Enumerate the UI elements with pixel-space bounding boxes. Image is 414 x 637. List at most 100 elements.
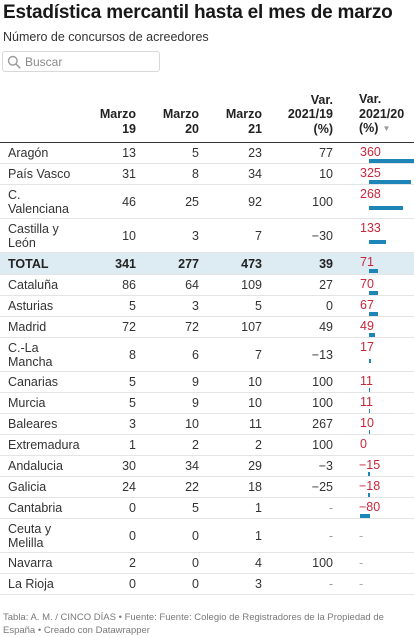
cell-m19: 5 (129, 299, 136, 313)
cell-m21: 23 (248, 146, 262, 160)
column-header[interactable]: Marzo 20 (162, 107, 199, 136)
table-row: Andalucia 30 34 29 −3 −15 (0, 456, 414, 477)
cell-v19: 10 (319, 167, 333, 181)
row-name: Murcia (8, 396, 46, 410)
column-header[interactable]: Marzo 19 (99, 107, 136, 136)
cell-m19: 0 (129, 528, 136, 543)
table-row: C.-La Mancha 8 6 7 −13 17 (0, 338, 414, 372)
bar-cell: 0 (359, 435, 414, 455)
cell-v19: 100 (312, 556, 333, 570)
column-header[interactable]: Var. 2021/20 (%) ▼ (359, 92, 405, 136)
row-name: Galicia (8, 480, 47, 494)
bar (359, 514, 370, 518)
sort-descending-icon[interactable]: ▼ (382, 123, 391, 133)
cell-m21: 18 (248, 480, 262, 494)
table-row: Galicia 24 22 18 −25 −18 (0, 477, 414, 498)
bar-label: −80 (359, 500, 381, 514)
table-row: Cataluña 86 64 109 27 70 (0, 275, 414, 296)
search-input[interactable] (25, 53, 155, 70)
bar-cell: 11 (359, 393, 414, 413)
cell-m20: 72 (185, 320, 199, 334)
chart-subtitle: Número de concursos de acreedores (3, 30, 209, 44)
bar-cell: - (359, 519, 414, 552)
bar-cell: 360 (359, 143, 414, 163)
row-name: Baleares (8, 417, 58, 431)
table-row: Asturias 5 3 5 0 67 (0, 296, 414, 317)
table-row: La Rioja 0 0 3 - - (0, 574, 414, 595)
bar (369, 240, 387, 244)
bar-cell: 268 (359, 185, 414, 218)
cell-m20: 10 (185, 417, 199, 431)
table-row: Aragón 13 5 23 77 360 (0, 143, 414, 164)
search-box[interactable] (2, 51, 160, 72)
cell-m20: 277 (178, 256, 199, 271)
table-row: Madrid 72 72 107 49 49 (0, 317, 414, 338)
bar-cell: 70 (359, 275, 414, 295)
cell-m20: 5 (192, 146, 199, 160)
search-icon (7, 55, 21, 69)
cell-m19: 46 (122, 194, 136, 209)
cell-m19: 2 (129, 556, 136, 570)
bar-label: 17 (360, 340, 374, 354)
cell-v19: 100 (312, 438, 333, 452)
cell-v19: 27 (319, 278, 333, 292)
cell-m19: 8 (129, 347, 136, 362)
table-row: Baleares 3 10 11 267 10 (0, 414, 414, 435)
cell-m19: 0 (129, 501, 136, 515)
row-name: C.-La Mancha (8, 340, 53, 369)
bar-label: 268 (360, 187, 381, 201)
bar (369, 312, 378, 316)
cell-m20: 64 (185, 278, 199, 292)
cell-m20: 3 (192, 299, 199, 313)
cell-m20: 2 (192, 438, 199, 452)
bar (369, 430, 371, 434)
cell-m21: 1 (255, 501, 262, 515)
bar-cell: −18 (359, 477, 414, 497)
bar (369, 206, 404, 210)
cell-m20: 0 (192, 577, 199, 591)
cell-v19: 0 (326, 299, 333, 313)
cell-m19: 3 (129, 417, 136, 431)
row-name: Andalucia (8, 459, 63, 473)
cell-m19: 13 (122, 146, 136, 160)
bar-label: 11 (360, 374, 373, 388)
bar (369, 333, 376, 337)
cell-v19: 49 (319, 320, 333, 334)
bar-cell: - (359, 553, 414, 573)
cell-m21: 3 (255, 577, 262, 591)
cell-m20: 34 (185, 459, 199, 473)
column-header[interactable]: Marzo 21 (225, 107, 262, 136)
cell-m21: 1 (255, 528, 262, 543)
cell-v19: - (328, 577, 333, 591)
cell-m20: 6 (192, 347, 199, 362)
cell-m20: 9 (192, 375, 199, 389)
bar (369, 269, 379, 273)
bar-cell: 133 (359, 219, 414, 252)
bar-label: 49 (360, 319, 374, 333)
cell-m20: 5 (192, 501, 199, 515)
row-name: La Rioja (8, 577, 54, 591)
cell-m20: 25 (185, 194, 199, 209)
cell-v19: −30 (311, 228, 333, 243)
cell-m21: 2 (255, 438, 262, 452)
cell-v19: 100 (312, 396, 333, 410)
row-name: Extremadura (8, 438, 80, 452)
cell-m19: 341 (115, 256, 136, 271)
cell-m21: 4 (255, 556, 262, 570)
cell-m19: 5 (129, 375, 136, 389)
bar (369, 291, 378, 295)
bar-cell: 11 (359, 372, 414, 392)
row-name: TOTAL (8, 256, 49, 271)
column-header[interactable]: Var. 2021/19 (%) (287, 92, 333, 136)
bar (369, 409, 371, 413)
row-name: C. Valenciana (8, 187, 69, 216)
cell-v19: 39 (319, 256, 333, 271)
cell-m21: 92 (248, 194, 262, 209)
bar-label: 67 (360, 298, 374, 312)
bar-label: - (359, 528, 364, 543)
cell-m21: 473 (241, 256, 262, 271)
cell-m21: 29 (248, 459, 262, 473)
bar (369, 359, 372, 363)
cell-v19: −13 (311, 347, 333, 362)
cell-v19: 267 (312, 417, 333, 431)
